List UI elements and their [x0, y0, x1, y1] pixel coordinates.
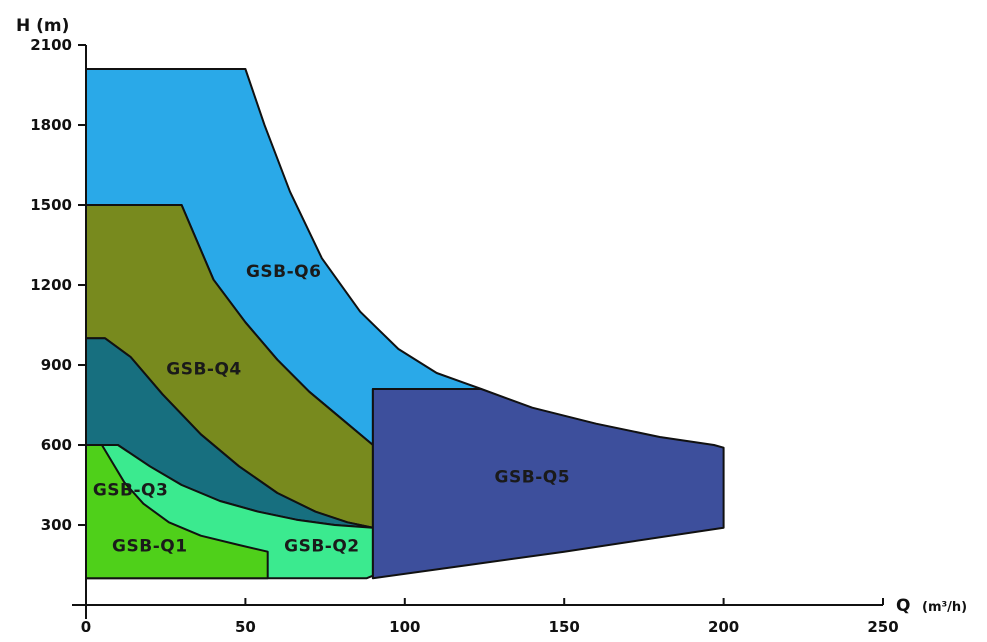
x-axis-unit: (m³/h)	[922, 600, 967, 615]
y-tick-label: 600	[41, 436, 72, 454]
region-label-gsb-q6: GSB-Q6	[246, 262, 322, 282]
region-label-gsb-q2: GSB-Q2	[284, 537, 360, 557]
region-label-gsb-q4: GSB-Q4	[166, 359, 242, 379]
axis-ticks: 0 50 100 150 200 250 300 600 900 1200 1500 1800 2100	[30, 36, 898, 636]
x-tick-label: 100	[389, 618, 420, 636]
x-tick-label: 200	[708, 618, 739, 636]
y-tick-label: 1200	[30, 276, 72, 294]
x-tick-label: 150	[549, 618, 580, 636]
y-tick-label: 1800	[30, 116, 72, 134]
y-axis-title: H (m)	[16, 16, 69, 36]
axes	[72, 45, 883, 619]
y-tick-label: 1500	[30, 196, 72, 214]
x-tick-label: 50	[235, 618, 256, 636]
x-tick-label: 0	[81, 618, 91, 636]
x-tick-label: 250	[867, 618, 898, 636]
region-labels: GSB-Q6 GSB-Q4 GSB-Q3 GSB-Q2 GSB-Q1 GSB-Q5	[93, 262, 570, 557]
region-label-gsb-q5: GSB-Q5	[495, 467, 571, 487]
coverage-regions	[85, 68, 725, 580]
region-label-gsb-q3: GSB-Q3	[93, 481, 169, 501]
region-gsb-q1	[85, 444, 269, 580]
y-tick-label: 300	[41, 516, 72, 534]
y-axis-label: H (m)	[16, 16, 69, 36]
region-gsb-q5	[371, 388, 725, 580]
x-axis-title: Q (m³/h)	[896, 596, 967, 616]
region-label-gsb-q1: GSB-Q1	[112, 537, 188, 557]
y-tick-label: 2100	[30, 36, 72, 54]
y-tick-label: 900	[41, 356, 72, 374]
x-axis-label: Q	[896, 596, 910, 616]
